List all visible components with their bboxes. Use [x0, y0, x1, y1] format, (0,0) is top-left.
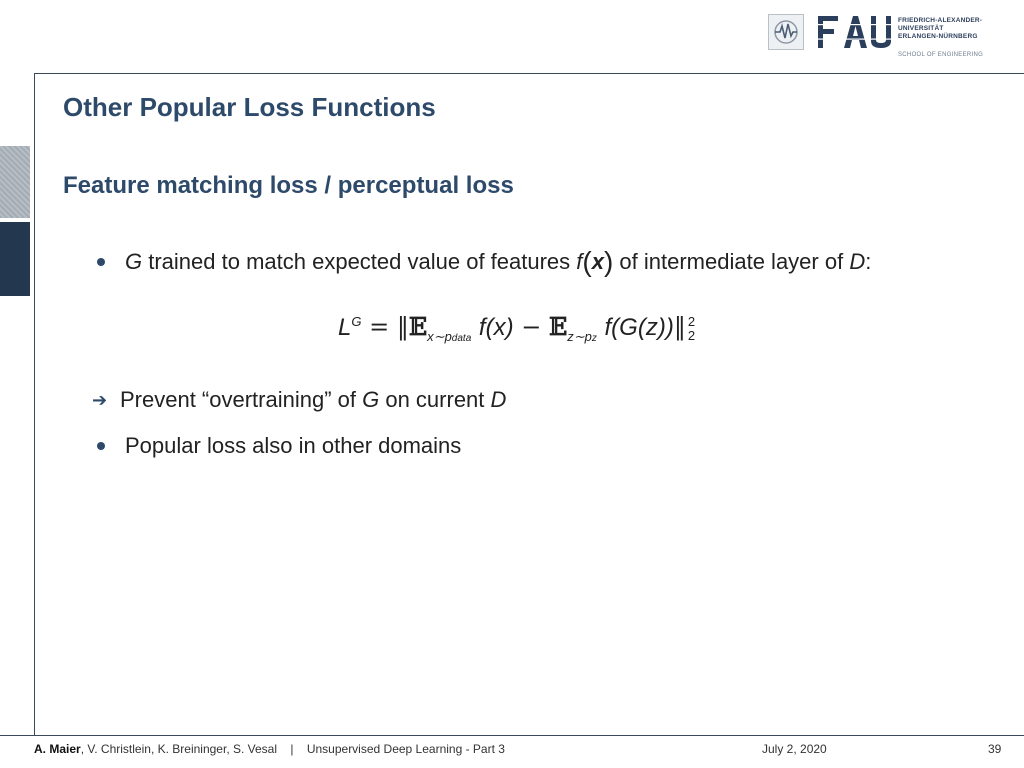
footer-authors-rest: , V. Christlein, K. Breininger, S. Vesal: [80, 742, 278, 756]
formula-lhs-sup: G: [351, 314, 362, 329]
side-tab-light: [0, 146, 30, 218]
footer-page-number: 39: [988, 742, 1002, 756]
symbol-f: f: [576, 249, 583, 274]
symbol-d: D: [849, 249, 866, 274]
formula-term1: f(x): [478, 314, 514, 341]
formula-sub1-sub: data: [451, 332, 472, 344]
bullet-item-1: G trained to match expected value of fea…: [97, 248, 871, 276]
arrow-text-a: Prevent “overtraining” of: [120, 387, 363, 412]
arrow-item: ➔ Prevent “overtraining” of G on current…: [92, 387, 506, 413]
fau-line-3: ERLANGEN-NÜRNBERG: [898, 33, 978, 40]
slide-title: Other Popular Loss Functions: [63, 92, 436, 122]
footer-author-bold: A. Maier: [34, 742, 81, 756]
footer-lecture: Unsupervised Deep Learning - Part 3: [306, 742, 505, 756]
arrow-symbol-d: D: [490, 387, 507, 412]
formula-sub1: x∼p: [427, 328, 452, 344]
footer-date: July 2, 2020: [762, 742, 827, 756]
slide-subtitle: Feature matching loss / perceptual loss: [63, 172, 514, 199]
formula-term2: f(G(z)): [604, 314, 674, 341]
arrow-symbol-g: G: [362, 387, 380, 412]
formula-expect-1: 𝔼: [408, 312, 428, 341]
footer-authors: A. Maier, V. Christlein, K. Breininger, …: [34, 742, 505, 756]
side-tab-dark: [0, 222, 30, 296]
fau-line-2: UNIVERSITÄT: [898, 25, 944, 32]
formula-sub2: z∼p: [567, 328, 592, 344]
formula-lhs: L: [338, 314, 352, 341]
bullet-item-2: Popular loss also in other domains: [97, 433, 461, 459]
formula-norm-sub: 2: [687, 327, 696, 343]
arrow-right-icon: ➔: [92, 389, 108, 410]
bullet-dot-icon: [97, 442, 105, 450]
header-logos: FRIEDRICH-ALEXANDER- UNIVERSITÄT ERLANGE…: [0, 10, 1024, 70]
footer-separator: |: [290, 742, 294, 756]
slide-frame: [34, 73, 1024, 735]
bullet2-text: Popular loss also in other domains: [125, 433, 462, 458]
symbol-g: G: [125, 249, 143, 274]
symbol-x: x: [591, 249, 604, 274]
lab-logo-icon: [768, 14, 804, 50]
fau-logo-icon: [818, 16, 892, 48]
bullet1-colon: :: [865, 249, 872, 274]
bullet1-text-a: trained to match expected value of featu…: [142, 249, 577, 274]
bullet-dot-icon: [97, 258, 105, 266]
formula-norm-close: ‖: [673, 313, 686, 341]
formula-norm-open: ‖: [396, 313, 409, 341]
arrow-text-b: on current: [379, 387, 491, 412]
formula-sub2-sub: z: [591, 332, 597, 344]
bullet1-text-b: of intermediate layer of: [613, 249, 850, 274]
fau-line-1: FRIEDRICH-ALEXANDER-: [898, 17, 983, 24]
formula-expect-2: 𝔼: [548, 312, 568, 341]
fau-school: SCHOOL OF ENGINEERING: [898, 52, 984, 58]
loss-formula: LG = ‖𝔼x∼pdata f(x) − 𝔼z∼pz f(G(z))‖ 2 2: [338, 312, 695, 345]
formula-eq: =: [369, 313, 390, 341]
formula-norm-sup: 2: [687, 313, 696, 329]
footer-rule: [0, 735, 1024, 736]
fau-wordmark: FRIEDRICH-ALEXANDER- UNIVERSITÄT ERLANGE…: [898, 17, 982, 41]
formula-minus: −: [521, 313, 542, 341]
